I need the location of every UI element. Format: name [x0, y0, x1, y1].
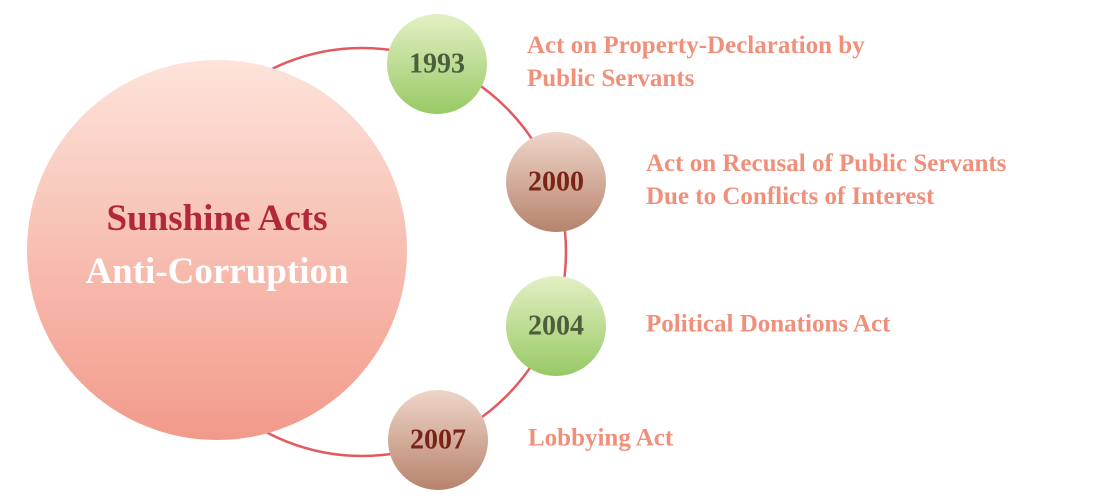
year-circle: [506, 132, 606, 232]
center-subtitle: Anti-Corruption: [85, 251, 349, 292]
event-label: Public Servants: [527, 65, 695, 92]
year-label: 2007: [410, 424, 466, 455]
year-label: 2000: [528, 166, 584, 197]
center-title: Sunshine Acts: [106, 198, 327, 239]
event-label: Political Donations Act: [646, 311, 891, 338]
event-label: Due to Conflicts of Interest: [646, 183, 935, 210]
year-circle: [388, 390, 488, 490]
year-label: 1993: [409, 48, 465, 79]
year-label: 2004: [528, 310, 584, 341]
event-label: Act on Recusal of Public Servants: [646, 150, 1007, 177]
event-label: Act on Property-Declaration by: [527, 32, 865, 59]
year-circle: [506, 276, 606, 376]
event-label: Lobbying Act: [528, 425, 674, 452]
year-circle: [387, 14, 487, 114]
center-circle: [27, 60, 407, 440]
